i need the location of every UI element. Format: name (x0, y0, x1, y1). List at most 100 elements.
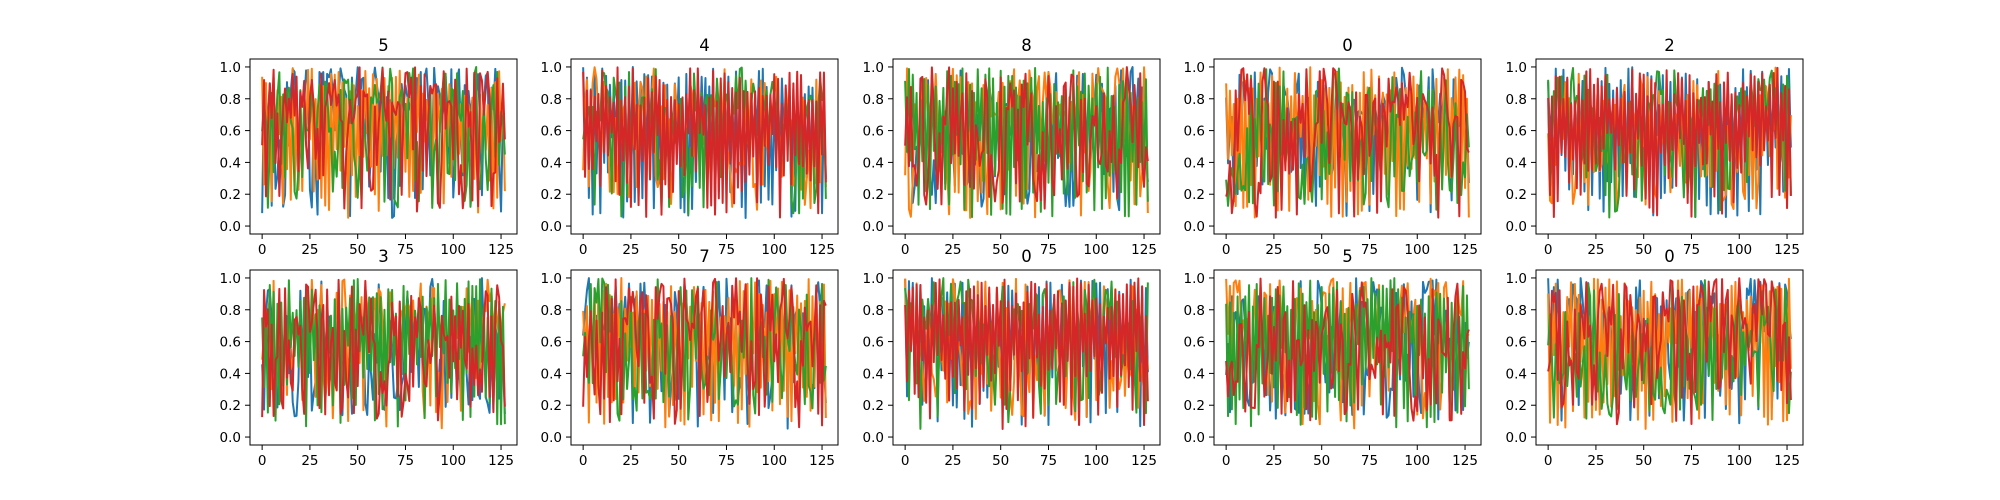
y-tick-label: 1.0 (1184, 60, 1205, 76)
y-tick-label: 0.2 (863, 187, 884, 203)
y-tick-label: 0.8 (541, 92, 562, 108)
y-tick-label: 0.2 (1506, 187, 1527, 203)
y-tick-label: 0.0 (1506, 430, 1527, 446)
x-tick-label: 75 (1683, 242, 1700, 258)
x-tick-label: 125 (1131, 453, 1157, 469)
y-tick-label: 0.8 (863, 92, 884, 108)
y-tick-label: 0.8 (220, 303, 241, 319)
y-tick-label: 0.4 (1506, 155, 1527, 171)
y-tick-label: 1.0 (541, 271, 562, 287)
y-tick-label: 0.4 (220, 366, 241, 382)
x-tick-label: 100 (1083, 453, 1109, 469)
x-tick-label: 0 (1222, 453, 1231, 469)
subplot-10: 0.0 0.2 0.4 0.6 0.8 1.0 0 25 50 75 100 125 0 (1506, 247, 1804, 469)
subplot-6: 0.0 0.2 0.4 0.6 0.8 1.0 0 25 50 75 100 125 3 (220, 247, 518, 469)
series-line-4 (1547, 277, 1792, 426)
y-tick-label: 0.6 (541, 124, 562, 140)
y-tick-label: 0.6 (863, 335, 884, 351)
y-tick-label: 0.4 (1184, 155, 1205, 171)
subplot-title: 2 (1664, 36, 1675, 55)
axes-frame (1213, 269, 1482, 446)
y-tick-label: 0.2 (541, 398, 562, 414)
y-tick-label: 0.4 (1184, 366, 1205, 382)
y-tick-label: 1.0 (863, 60, 884, 76)
x-tick-label: 50 (349, 453, 366, 469)
series-line-4 (261, 278, 506, 422)
x-tick-label: 0 (579, 453, 588, 469)
y-tick-label: 0.0 (863, 219, 884, 235)
y-tick-label: 1.0 (220, 60, 241, 76)
y-tick-label: 1.0 (1506, 60, 1527, 76)
x-tick-label: 100 (1083, 242, 1109, 258)
y-tick-label: 0.8 (1506, 92, 1527, 108)
y-tick-label: 0.0 (220, 219, 241, 235)
x-tick-label: 75 (1361, 242, 1378, 258)
x-tick-label: 25 (1587, 242, 1604, 258)
y-tick-label: 0.6 (220, 124, 241, 140)
subplot-4: 0.0 0.2 0.4 0.6 0.8 1.0 0 25 50 75 100 125 0 (1184, 36, 1482, 258)
y-tick-label: 0.0 (541, 430, 562, 446)
subplot-title: 3 (378, 247, 389, 266)
y-tick-label: 0.4 (220, 155, 241, 171)
y-tick-label: 0.2 (541, 187, 562, 203)
x-tick-label: 75 (1361, 453, 1378, 469)
series-line-2 (1547, 277, 1792, 430)
x-tick-label: 25 (1587, 453, 1604, 469)
y-tick-label: 0.0 (1506, 219, 1527, 235)
x-tick-label: 125 (809, 453, 835, 469)
x-tick-label: 100 (1404, 453, 1430, 469)
x-tick-label: 25 (622, 453, 639, 469)
x-tick-label: 75 (718, 242, 735, 258)
series-group (582, 277, 827, 430)
x-tick-label: 25 (944, 242, 961, 258)
series-group (261, 277, 506, 430)
series-line-4 (904, 66, 1149, 210)
y-tick-label: 0.8 (541, 303, 562, 319)
y-tick-label: 0.0 (1184, 219, 1205, 235)
y-tick-label: 0.6 (1184, 124, 1205, 140)
y-tick-label: 0.0 (541, 219, 562, 235)
x-tick-label: 125 (1131, 242, 1157, 258)
x-tick-label: 125 (1774, 453, 1800, 469)
x-tick-label: 75 (1683, 453, 1700, 469)
x-tick-label: 100 (1404, 242, 1430, 258)
y-tick-label: 0.4 (863, 155, 884, 171)
series-line-4 (582, 277, 827, 429)
x-tick-label: 50 (992, 453, 1009, 469)
series-line-4 (261, 66, 506, 213)
x-tick-label: 100 (761, 453, 787, 469)
series-group (261, 65, 506, 219)
x-tick-label: 0 (901, 453, 910, 469)
x-tick-label: 125 (1774, 242, 1800, 258)
x-tick-label: 25 (301, 242, 318, 258)
y-tick-label: 0.6 (220, 335, 241, 351)
y-tick-label: 1.0 (541, 60, 562, 76)
series-group (904, 66, 1149, 219)
subplot-title: 0 (1342, 36, 1353, 55)
axes-frame (249, 58, 518, 235)
y-tick-label: 0.6 (1506, 335, 1527, 351)
x-tick-label: 25 (944, 453, 961, 469)
y-tick-label: 0.2 (863, 398, 884, 414)
x-tick-label: 50 (1635, 242, 1652, 258)
y-tick-label: 0.8 (1184, 303, 1205, 319)
axes-frame (249, 269, 518, 446)
subplot-3: 0.0 0.2 0.4 0.6 0.8 1.0 0 25 50 75 100 125 8 (863, 36, 1161, 258)
subplot-title: 4 (699, 36, 710, 55)
series-group (1547, 66, 1792, 219)
y-tick-label: 0.6 (1506, 124, 1527, 140)
subplot-1: 0.0 0.2 0.4 0.6 0.8 1.0 0 25 50 75 100 125 5 (220, 36, 518, 258)
y-tick-label: 0.8 (220, 92, 241, 108)
series-group (1225, 277, 1470, 430)
axes-frame (1213, 58, 1482, 235)
y-tick-label: 0.8 (1506, 303, 1527, 319)
x-tick-label: 50 (992, 242, 1009, 258)
x-tick-label: 0 (258, 242, 267, 258)
y-tick-label: 0.6 (1184, 335, 1205, 351)
axes-frame (1535, 269, 1804, 446)
series-line-4 (1547, 66, 1792, 219)
x-tick-label: 50 (1635, 453, 1652, 469)
x-tick-label: 125 (488, 242, 514, 258)
axes-frame (892, 58, 1161, 235)
